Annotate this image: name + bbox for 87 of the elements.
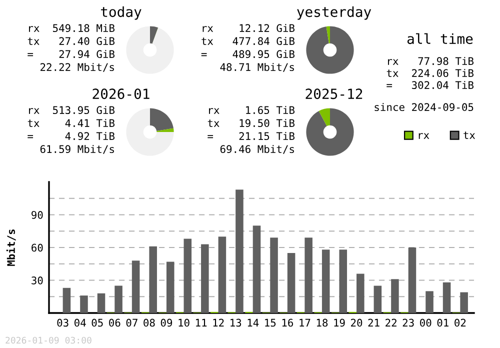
y-tick-label: 60 bbox=[32, 244, 43, 252]
x-tick-label: 10 bbox=[178, 318, 190, 327]
bar bbox=[304, 238, 312, 313]
bar bbox=[442, 282, 451, 313]
chart-title: today bbox=[100, 6, 142, 20]
text: tx 4.41 TiB bbox=[28, 118, 115, 127]
bar bbox=[322, 250, 330, 313]
x-tick-label: 06 bbox=[109, 318, 120, 327]
x-tick-label: 02 bbox=[454, 318, 466, 327]
x-tick-label: 21 bbox=[368, 318, 380, 327]
y-tick-label: 30 bbox=[32, 276, 43, 284]
bar bbox=[460, 292, 468, 313]
y-axis-title: Mbit/s bbox=[6, 230, 16, 266]
bar bbox=[80, 296, 88, 313]
bar bbox=[62, 288, 71, 313]
x-tick-label: 08 bbox=[144, 318, 155, 327]
text: tx 27.40 GiB bbox=[28, 36, 115, 46]
x-tick-label: 14 bbox=[248, 318, 259, 327]
text: tx 224.06 TiB bbox=[386, 68, 474, 78]
x-tick-label: 09 bbox=[160, 318, 172, 327]
x-tick-label: 19 bbox=[334, 318, 345, 327]
chart-title: yesterday bbox=[297, 6, 372, 20]
text: = 489.95 GiB bbox=[201, 50, 295, 58]
text: = 302.04 TiB bbox=[386, 80, 474, 90]
x-tick-label: 23 bbox=[402, 318, 414, 327]
text: 22.22 Mbit/s bbox=[40, 62, 114, 72]
bar bbox=[97, 293, 106, 313]
text: 61.59 Mbit/s bbox=[40, 144, 114, 154]
x-tick-label: 05 bbox=[92, 318, 103, 327]
x-tick-label: 07 bbox=[126, 318, 138, 327]
donut-slice bbox=[306, 108, 354, 156]
legend-label: tx bbox=[464, 132, 476, 139]
text: 48.71 Mbit/s bbox=[220, 62, 294, 72]
bar bbox=[270, 238, 278, 313]
x-tick-label: 18 bbox=[316, 318, 328, 327]
legend-label: rx bbox=[418, 133, 430, 139]
x-tick-label: 03 bbox=[57, 318, 68, 327]
chart-title: 2026-01 bbox=[92, 88, 150, 100]
text: tx 477.84 GiB bbox=[202, 36, 295, 46]
x-tick-label: 13 bbox=[230, 318, 242, 327]
text: 69.46 Mbit/s bbox=[220, 144, 294, 154]
bar bbox=[166, 262, 174, 313]
bar bbox=[391, 279, 399, 313]
x-tick-label: 20 bbox=[351, 318, 362, 327]
donut-slice bbox=[126, 108, 174, 156]
x-tick-label: 01 bbox=[437, 318, 448, 327]
text: tx 19.50 TiB bbox=[208, 118, 295, 128]
bar bbox=[287, 252, 296, 313]
chart-title: 2025-12 bbox=[306, 88, 362, 100]
bar bbox=[184, 238, 192, 313]
text: all time bbox=[407, 33, 473, 44]
bar bbox=[426, 291, 434, 313]
bar bbox=[339, 250, 348, 313]
x-tick-label: 11 bbox=[196, 318, 207, 327]
bar bbox=[236, 190, 244, 313]
x-tick-label: 12 bbox=[213, 318, 224, 327]
bar bbox=[374, 286, 382, 313]
donut-slice bbox=[326, 26, 330, 44]
text: = 21.15 TiB bbox=[208, 132, 295, 140]
donut-slice bbox=[150, 108, 174, 131]
bar bbox=[201, 244, 209, 313]
bar bbox=[218, 236, 226, 313]
bar bbox=[132, 260, 140, 313]
bar bbox=[356, 274, 364, 313]
x-tick-label: 22 bbox=[386, 318, 396, 327]
x-tick-label: 15 bbox=[265, 318, 276, 327]
donut-slice bbox=[156, 128, 174, 132]
text: rx 12.12 GiB bbox=[202, 24, 295, 32]
donut-slice bbox=[306, 26, 354, 74]
donut-slice bbox=[318, 108, 330, 126]
x-tick-label: 16 bbox=[282, 318, 294, 327]
x-tick-label: 00 bbox=[420, 318, 432, 327]
bar bbox=[252, 226, 261, 313]
bar bbox=[149, 246, 157, 313]
text: rx 513.95 GiB bbox=[29, 106, 115, 114]
bar bbox=[408, 248, 416, 313]
text: since 2024-09-05 bbox=[374, 102, 474, 112]
x-tick-label: 17 bbox=[300, 318, 310, 327]
donut-slice bbox=[126, 26, 174, 74]
bar bbox=[114, 286, 122, 313]
text: rx 549.18 MiB bbox=[29, 24, 115, 32]
text: = 4.92 TiB bbox=[28, 132, 115, 140]
text: = 27.94 GiB bbox=[28, 50, 115, 58]
text: rx 1.65 TiB bbox=[209, 106, 295, 114]
text: rx 77.98 TiB bbox=[388, 56, 474, 66]
y-tick-label: 90 bbox=[32, 211, 43, 219]
x-tick-label: 04 bbox=[74, 318, 86, 327]
